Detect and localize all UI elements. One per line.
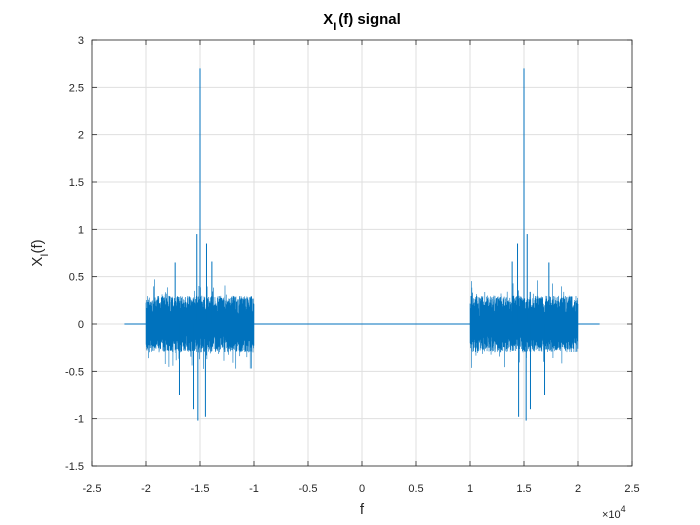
y-tick-label: -1.5	[65, 461, 84, 473]
y-tick-label: 0.5	[69, 272, 84, 284]
x-tick-label: 2.5	[624, 483, 639, 495]
y-axis-label: XI(f)	[29, 239, 51, 266]
x-tick-label: 1	[467, 483, 473, 495]
ticks	[91, 39, 633, 467]
y-tick-label: 2.5	[69, 82, 84, 94]
x-tick-label: -1	[249, 483, 259, 495]
y-tick-label: -0.5	[65, 366, 84, 378]
x-tick-label: -1.5	[191, 483, 210, 495]
x-tick-label: -2.5	[83, 483, 102, 495]
x-tick-label: -0.5	[299, 483, 318, 495]
y-tick-label: 1.5	[69, 177, 84, 189]
x-axis-label: f	[360, 501, 365, 518]
x-tick-label: -2	[141, 483, 151, 495]
data-series	[124, 68, 600, 421]
x-exponent-label: ×104	[602, 504, 626, 521]
y-tick-label: -1	[74, 414, 84, 426]
y-tick-label: 2	[78, 130, 84, 142]
x-tick-label: 1.5	[516, 483, 531, 495]
y-tick-label: 3	[78, 35, 84, 47]
y-tick-label: 1	[78, 224, 84, 236]
tick-labels: -2.5 -2 -1.5 -1 -0.5 0 0.5 1 1.5 2 2.5 -1.5 -1 -0.5 0 0…	[65, 35, 640, 495]
chart-title: XI (f) signal	[323, 11, 401, 33]
x-tick-label: 0.5	[408, 483, 423, 495]
x-tick-label: 0	[359, 483, 365, 495]
x-tick-label: 2	[575, 483, 581, 495]
y-tick-label: 0	[78, 319, 84, 331]
